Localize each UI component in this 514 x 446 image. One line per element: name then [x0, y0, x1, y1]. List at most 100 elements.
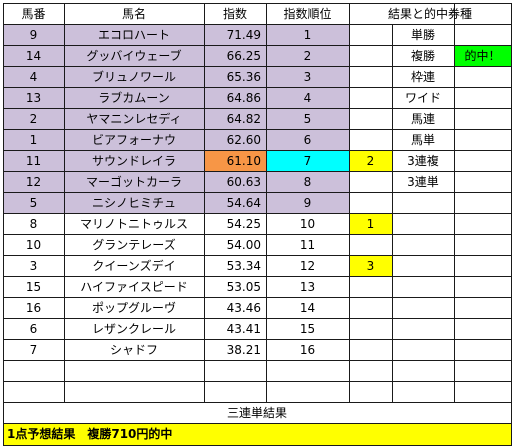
footer-bar [3, 423, 511, 445]
row-highlight [3, 171, 349, 192]
horse-index-cell[interactable]: 43.41 [226, 321, 261, 336]
footer-summary[interactable]: 1点予想結果 複勝710円的中 [7, 427, 173, 441]
horse-name-cell[interactable]: ラブカムーン [98, 90, 170, 105]
header-index-rank[interactable]: 指数順位 [283, 6, 332, 21]
horse-number-cell[interactable]: 10 [25, 237, 42, 252]
horse-name-cell[interactable]: ニシノヒミチュ [91, 195, 176, 210]
horse-rank-cell[interactable]: 1 [303, 27, 312, 42]
horse-index-cell[interactable]: 54.25 [226, 216, 261, 231]
horse-index-cell[interactable]: 43.46 [226, 300, 261, 315]
trifecta-result-label[interactable]: 三連単結果 [226, 405, 287, 420]
horse-rank-cell[interactable]: 6 [303, 132, 312, 147]
horse-name-cell[interactable]: ブリュノワール [91, 69, 176, 84]
grid-line [3, 213, 512, 214]
horse-rank-cell[interactable]: 15 [299, 321, 316, 336]
bet-type-cell[interactable]: 枠連 [410, 69, 435, 84]
horse-name-cell[interactable]: マーゴットカーラ [85, 174, 182, 189]
horse-number-cell[interactable]: 4 [29, 69, 38, 84]
horse-rank-cell[interactable]: 3 [303, 69, 312, 84]
horse-name-cell[interactable]: マリノトニトゥルス [79, 216, 188, 231]
horse-index-cell[interactable]: 62.60 [226, 132, 261, 147]
bet-result-cell[interactable]: 的中！ [464, 48, 501, 63]
grid-line [3, 402, 512, 403]
grid-line [3, 297, 512, 298]
horse-number-cell[interactable]: 11 [25, 153, 42, 168]
horse-rank-cell[interactable]: 4 [303, 90, 312, 105]
horse-index-cell[interactable]: 65.36 [226, 69, 261, 84]
horse-name-cell[interactable]: サウンドレイラ [91, 153, 176, 168]
grid-line [3, 192, 512, 193]
rank-highlight [266, 150, 349, 171]
horse-index-cell[interactable]: 71.49 [226, 27, 261, 42]
horse-index-cell[interactable]: 64.82 [226, 111, 261, 126]
bet-type-cell[interactable]: 複勝 [410, 48, 435, 63]
horse-number-cell[interactable]: 13 [25, 90, 42, 105]
grid-line [3, 276, 512, 277]
hit-badge [454, 45, 511, 66]
bet-type-cell[interactable]: ワイド [404, 90, 441, 105]
horse-name-cell[interactable]: ポップグルーヴ [91, 300, 176, 315]
bet-type-cell[interactable]: 馬単 [410, 132, 435, 147]
header-number[interactable]: 馬番 [21, 6, 46, 21]
horse-number-cell[interactable]: 15 [25, 279, 42, 294]
horse-index-cell[interactable]: 54.64 [226, 195, 261, 210]
horse-name-cell[interactable]: グランテレーズ [92, 237, 176, 252]
horse-rank-cell[interactable]: 8 [303, 174, 312, 189]
grid-line [3, 66, 512, 67]
header-index[interactable]: 指数 [222, 6, 247, 21]
horse-number-cell[interactable]: 5 [29, 195, 38, 210]
horse-index-cell[interactable]: 64.86 [226, 90, 261, 105]
horse-index-cell[interactable]: 53.05 [226, 279, 261, 294]
horse-number-cell[interactable]: 3 [29, 258, 38, 273]
horse-name-cell[interactable]: シャドフ [109, 342, 158, 357]
horse-number-cell[interactable]: 2 [29, 111, 38, 126]
grid-line [3, 339, 512, 340]
horse-name-cell[interactable]: エコロハート [97, 27, 170, 42]
row-highlight [3, 108, 349, 129]
row-highlight [3, 66, 349, 87]
horse-rank-cell[interactable]: 7 [303, 153, 312, 168]
horse-name-cell[interactable]: グッバイウェーブ [86, 48, 182, 63]
grid-line [204, 3, 205, 403]
horse-number-cell[interactable]: 12 [25, 174, 42, 189]
horse-name-cell[interactable]: クイーンズデイ [92, 258, 176, 273]
horse-rank-cell[interactable]: 9 [303, 195, 312, 210]
horse-index-cell[interactable]: 60.63 [226, 174, 261, 189]
horse-number-cell[interactable]: 9 [29, 27, 38, 42]
header-results[interactable]: 結果と的中券種 [387, 6, 472, 21]
horse-number-cell[interactable]: 8 [29, 216, 38, 231]
horse-rank-cell[interactable]: 12 [299, 258, 316, 273]
horse-index-cell[interactable]: 53.34 [226, 258, 261, 273]
horse-rank-cell[interactable]: 11 [299, 237, 316, 252]
horse-name-cell[interactable]: レザンクレール [91, 321, 176, 336]
horse-rank-cell[interactable]: 5 [303, 111, 312, 126]
horse-index-cell[interactable]: 61.10 [226, 153, 261, 168]
grid-line [3, 171, 512, 172]
bet-type-cell[interactable]: 3連単 [407, 174, 439, 189]
horse-number-cell[interactable]: 14 [25, 48, 42, 63]
horse-rank-cell[interactable]: 14 [299, 300, 316, 315]
horse-number-cell[interactable]: 7 [29, 342, 38, 357]
horse-number-cell[interactable]: 16 [25, 300, 42, 315]
horse-index-cell[interactable]: 66.25 [226, 48, 261, 63]
bet-type-cell[interactable]: 単勝 [410, 27, 435, 42]
horse-rank-cell[interactable]: 2 [303, 48, 312, 63]
horse-name-cell[interactable]: ヤマニンレセディ [86, 111, 182, 126]
pick-number-cell[interactable]: 3 [366, 258, 375, 273]
header-name[interactable]: 馬名 [121, 6, 146, 21]
pick-marker [349, 255, 392, 276]
bet-type-cell[interactable]: 馬連 [410, 111, 435, 126]
grid-line [3, 360, 512, 361]
horse-index-cell[interactable]: 38.21 [226, 342, 261, 357]
horse-rank-cell[interactable]: 16 [299, 342, 316, 357]
bet-type-cell[interactable]: 3連複 [407, 153, 439, 168]
pick-number-cell[interactable]: 1 [366, 216, 375, 231]
horse-name-cell[interactable]: ビアフォーナウ [91, 132, 176, 147]
horse-rank-cell[interactable]: 10 [299, 216, 316, 231]
pick-number-cell[interactable]: 2 [366, 153, 375, 168]
horse-number-cell[interactable]: 6 [29, 321, 38, 336]
horse-name-cell[interactable]: ハイファイスピード [80, 279, 188, 294]
horse-rank-cell[interactable]: 13 [299, 279, 316, 294]
horse-index-cell[interactable]: 54.00 [226, 237, 261, 252]
horse-number-cell[interactable]: 1 [29, 132, 38, 147]
